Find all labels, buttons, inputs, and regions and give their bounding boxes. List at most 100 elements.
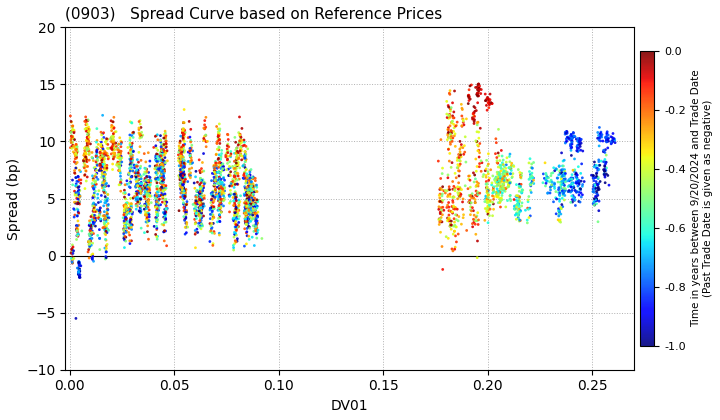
Point: [179, 195, 190, 202]
Point: [549, 185, 560, 192]
Point: [240, 218, 252, 225]
Point: [102, 153, 114, 160]
Point: [215, 160, 227, 167]
Point: [120, 217, 132, 224]
Point: [158, 158, 170, 164]
Point: [130, 178, 142, 185]
Point: [161, 148, 172, 155]
Point: [84, 222, 96, 228]
Point: [242, 217, 253, 223]
Point: [553, 205, 564, 212]
Point: [558, 190, 570, 197]
Point: [562, 183, 574, 190]
Point: [247, 192, 258, 198]
Point: [125, 222, 137, 229]
Point: [123, 150, 135, 156]
Point: [179, 164, 190, 171]
Point: [176, 187, 188, 194]
Point: [516, 173, 527, 179]
Point: [151, 215, 163, 222]
Point: [482, 168, 494, 175]
Point: [145, 199, 157, 206]
Point: [250, 210, 261, 217]
Point: [178, 175, 189, 181]
Point: [454, 193, 466, 199]
Point: [69, 167, 81, 174]
Point: [156, 172, 168, 179]
Point: [554, 168, 566, 174]
Point: [247, 174, 258, 181]
Point: [457, 119, 469, 126]
Point: [216, 184, 228, 191]
Point: [214, 212, 225, 218]
Point: [240, 207, 252, 214]
Point: [107, 150, 119, 156]
Point: [481, 184, 492, 191]
Point: [143, 187, 154, 194]
Point: [140, 189, 151, 195]
Point: [141, 182, 153, 189]
Point: [570, 136, 582, 142]
Point: [153, 207, 164, 213]
Point: [114, 148, 126, 155]
Point: [247, 181, 258, 187]
Point: [251, 219, 262, 226]
Point: [235, 134, 247, 141]
Point: [510, 192, 522, 199]
Point: [113, 160, 125, 167]
Point: [156, 179, 167, 186]
Point: [499, 185, 510, 192]
Point: [248, 223, 259, 229]
Point: [500, 165, 511, 172]
Point: [151, 233, 163, 240]
Point: [591, 170, 603, 176]
Point: [107, 142, 118, 149]
Point: [119, 218, 130, 225]
Point: [193, 199, 204, 206]
Point: [248, 176, 259, 182]
Point: [124, 137, 135, 144]
Point: [573, 178, 585, 184]
Point: [92, 176, 104, 183]
Point: [227, 176, 238, 183]
Point: [526, 170, 538, 176]
Point: [175, 171, 186, 178]
Point: [84, 229, 96, 236]
Point: [141, 182, 153, 189]
Point: [557, 163, 569, 169]
Point: [103, 227, 114, 234]
Point: [230, 190, 241, 197]
Point: [157, 195, 168, 202]
Point: [177, 181, 189, 187]
Point: [174, 159, 186, 166]
Point: [245, 205, 256, 211]
Point: [160, 205, 171, 212]
Point: [84, 151, 95, 158]
Point: [577, 183, 588, 190]
Point: [176, 162, 187, 169]
Point: [179, 149, 190, 156]
Point: [151, 193, 163, 199]
Point: [232, 152, 243, 158]
Point: [107, 139, 119, 146]
Point: [161, 205, 172, 212]
Point: [471, 129, 482, 135]
Point: [96, 155, 108, 162]
Point: [246, 211, 258, 218]
Point: [573, 180, 585, 187]
Point: [483, 192, 495, 198]
Point: [79, 155, 91, 162]
Point: [194, 214, 206, 221]
Point: [522, 205, 534, 212]
Point: [244, 204, 256, 210]
Point: [516, 175, 527, 181]
Point: [110, 140, 122, 147]
Point: [114, 173, 126, 180]
Point: [239, 215, 251, 222]
Point: [197, 178, 209, 185]
Point: [495, 180, 506, 187]
Point: [468, 194, 480, 201]
Point: [115, 141, 127, 147]
Point: [490, 135, 502, 142]
Point: [244, 213, 256, 220]
